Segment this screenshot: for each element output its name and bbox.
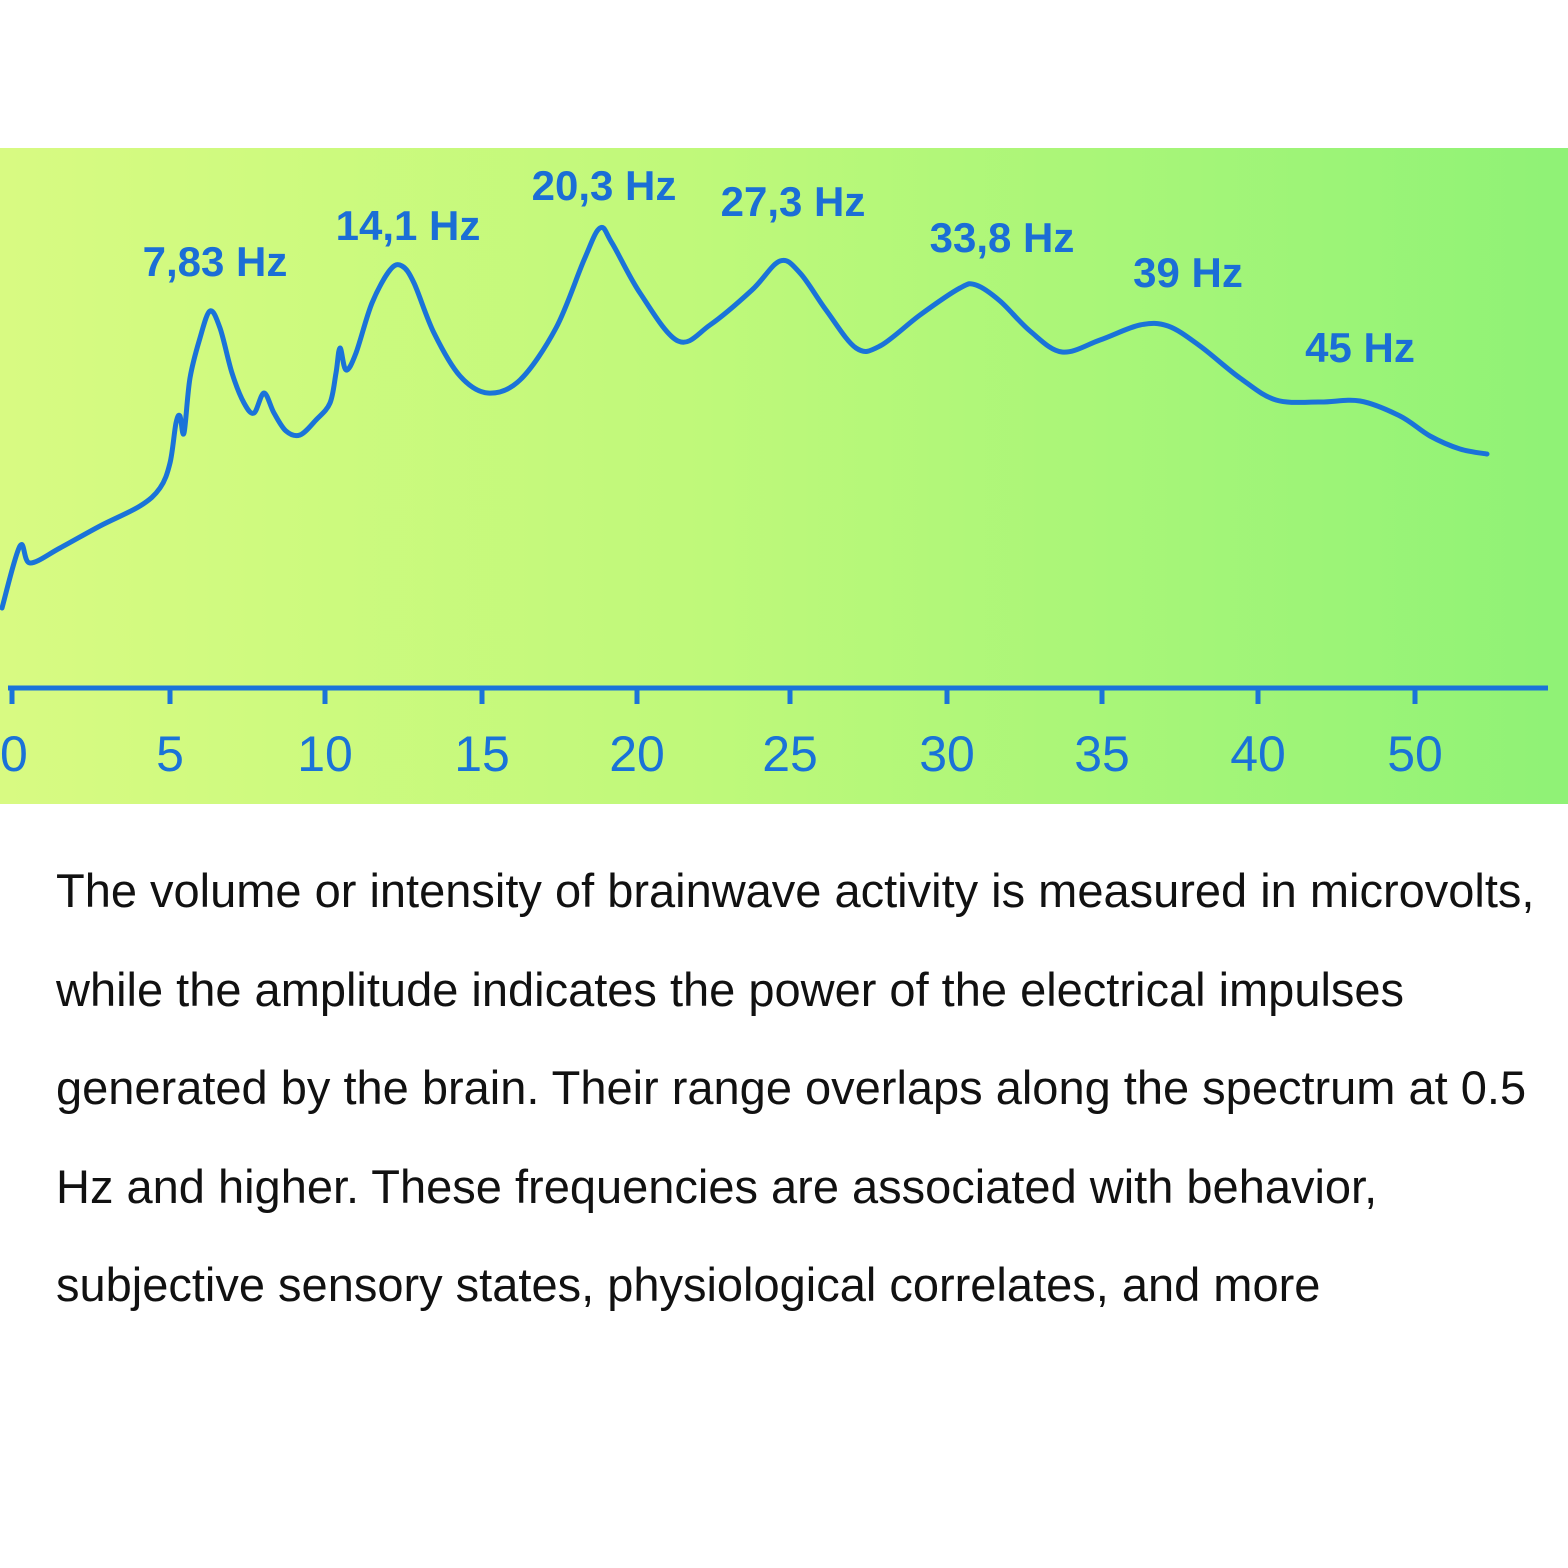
spectrum-line xyxy=(0,224,1490,611)
x-tick-label: 35 xyxy=(1074,726,1130,782)
chart-panel: 0 5 10 15 20 25 30 35 40 50 7,83 Hz 14,1 Hz 20,3 Hz… xyxy=(0,148,1568,804)
x-tick-label: 10 xyxy=(297,726,353,782)
x-tick-label: 40 xyxy=(1230,726,1286,782)
x-tick-label: 15 xyxy=(454,726,510,782)
peak-label: 14,1 Hz xyxy=(336,202,481,249)
peak-label: 27,3 Hz xyxy=(721,178,866,225)
spectrum-chart: 0 5 10 15 20 25 30 35 40 50 7,83 Hz 14,1 Hz 20,3 Hz… xyxy=(0,162,1548,782)
peak-label: 33,8 Hz xyxy=(930,214,1075,261)
peak-label: 45 Hz xyxy=(1305,324,1415,371)
peak-label: 20,3 Hz xyxy=(532,162,677,209)
x-tick-label: 25 xyxy=(762,726,818,782)
x-tick-label: 20 xyxy=(609,726,665,782)
x-tick-label: 50 xyxy=(1387,726,1443,782)
peak-label: 39 Hz xyxy=(1133,249,1243,296)
x-tick-label: 0 xyxy=(0,726,28,782)
caption-text: The volume or intensity of brainwave act… xyxy=(56,864,1535,1311)
x-tick-label: 30 xyxy=(919,726,975,782)
x-tick-label: 5 xyxy=(156,726,184,782)
peak-label: 7,83 Hz xyxy=(143,238,288,285)
